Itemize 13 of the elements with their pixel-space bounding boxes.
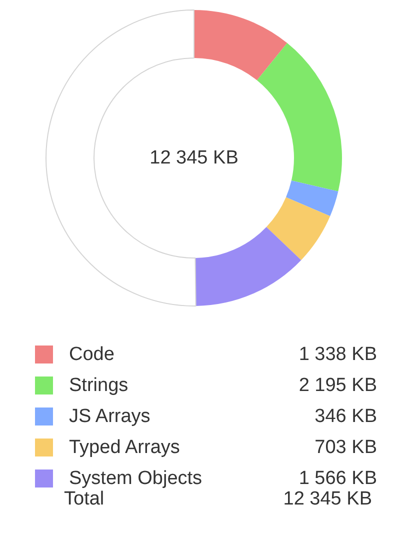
- data-label: 346 KB: [314, 406, 377, 427]
- legend-label: Code: [69, 344, 114, 365]
- legend-label: System Objects: [69, 468, 202, 489]
- text: 12 345 KB: [283, 488, 372, 510]
- legend-label: JS Arrays: [69, 406, 150, 427]
- data-label: 1 338 KB: [298, 344, 377, 365]
- data-label: 2 195 KB: [298, 375, 377, 396]
- legend-label: Strings: [69, 375, 128, 396]
- text: Total: [64, 488, 104, 510]
- data-label: 703 KB: [314, 437, 377, 458]
- text: 12 345 KB: [150, 148, 238, 168]
- data-label: 1 566 KB: [298, 468, 377, 489]
- legend-label: Typed Arrays: [69, 437, 180, 458]
